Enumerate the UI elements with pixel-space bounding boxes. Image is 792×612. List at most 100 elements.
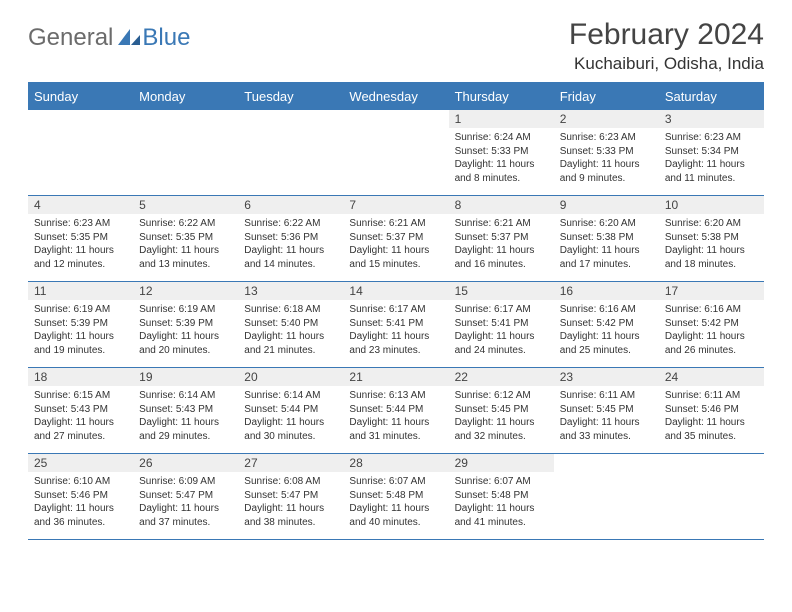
- day-number: 7: [343, 196, 448, 214]
- day-details: Sunrise: 6:21 AMSunset: 5:37 PMDaylight:…: [449, 214, 554, 275]
- dow-row: SundayMondayTuesdayWednesdayThursdayFrid…: [28, 83, 764, 110]
- day-details: Sunrise: 6:11 AMSunset: 5:45 PMDaylight:…: [554, 386, 659, 447]
- day-cell-12: 12Sunrise: 6:19 AMSunset: 5:39 PMDayligh…: [133, 282, 238, 368]
- month-title: February 2024: [569, 18, 764, 52]
- day-cell-11: 11Sunrise: 6:19 AMSunset: 5:39 PMDayligh…: [28, 282, 133, 368]
- day-number: 8: [449, 196, 554, 214]
- dow-sunday: Sunday: [28, 83, 133, 110]
- logo: General Blue: [28, 18, 190, 52]
- day-cell-25: 25Sunrise: 6:10 AMSunset: 5:46 PMDayligh…: [28, 454, 133, 540]
- day-cell-18: 18Sunrise: 6:15 AMSunset: 5:43 PMDayligh…: [28, 368, 133, 454]
- dow-monday: Monday: [133, 83, 238, 110]
- day-cell-5: 5Sunrise: 6:22 AMSunset: 5:35 PMDaylight…: [133, 196, 238, 282]
- day-details: Sunrise: 6:14 AMSunset: 5:43 PMDaylight:…: [133, 386, 238, 447]
- empty-cell: [133, 110, 238, 196]
- day-details: Sunrise: 6:07 AMSunset: 5:48 PMDaylight:…: [449, 472, 554, 533]
- day-number: 17: [659, 282, 764, 300]
- day-number: 14: [343, 282, 448, 300]
- calendar-row: 25Sunrise: 6:10 AMSunset: 5:46 PMDayligh…: [28, 454, 764, 540]
- day-details: Sunrise: 6:12 AMSunset: 5:45 PMDaylight:…: [449, 386, 554, 447]
- day-number: 23: [554, 368, 659, 386]
- dow-saturday: Saturday: [659, 83, 764, 110]
- day-number: 22: [449, 368, 554, 386]
- day-details: Sunrise: 6:20 AMSunset: 5:38 PMDaylight:…: [659, 214, 764, 275]
- day-details: Sunrise: 6:16 AMSunset: 5:42 PMDaylight:…: [659, 300, 764, 361]
- day-number: 18: [28, 368, 133, 386]
- day-cell-29: 29Sunrise: 6:07 AMSunset: 5:48 PMDayligh…: [449, 454, 554, 540]
- day-details: Sunrise: 6:23 AMSunset: 5:34 PMDaylight:…: [659, 128, 764, 189]
- day-number: 27: [238, 454, 343, 472]
- day-details: Sunrise: 6:19 AMSunset: 5:39 PMDaylight:…: [28, 300, 133, 361]
- day-cell-26: 26Sunrise: 6:09 AMSunset: 5:47 PMDayligh…: [133, 454, 238, 540]
- day-cell-21: 21Sunrise: 6:13 AMSunset: 5:44 PMDayligh…: [343, 368, 448, 454]
- day-details: Sunrise: 6:23 AMSunset: 5:33 PMDaylight:…: [554, 128, 659, 189]
- day-cell-1: 1Sunrise: 6:24 AMSunset: 5:33 PMDaylight…: [449, 110, 554, 196]
- day-number: 29: [449, 454, 554, 472]
- day-number: 26: [133, 454, 238, 472]
- day-cell-16: 16Sunrise: 6:16 AMSunset: 5:42 PMDayligh…: [554, 282, 659, 368]
- day-cell-8: 8Sunrise: 6:21 AMSunset: 5:37 PMDaylight…: [449, 196, 554, 282]
- day-number: 1: [449, 110, 554, 128]
- sail-icon: [118, 29, 140, 47]
- location: Kuchaiburi, Odisha, India: [569, 54, 764, 74]
- calendar-row: 1Sunrise: 6:24 AMSunset: 5:33 PMDaylight…: [28, 110, 764, 196]
- day-cell-14: 14Sunrise: 6:17 AMSunset: 5:41 PMDayligh…: [343, 282, 448, 368]
- day-details: Sunrise: 6:20 AMSunset: 5:38 PMDaylight:…: [554, 214, 659, 275]
- day-number: 10: [659, 196, 764, 214]
- day-cell-24: 24Sunrise: 6:11 AMSunset: 5:46 PMDayligh…: [659, 368, 764, 454]
- dow-wednesday: Wednesday: [343, 83, 448, 110]
- day-details: Sunrise: 6:09 AMSunset: 5:47 PMDaylight:…: [133, 472, 238, 533]
- calendar-table: SundayMondayTuesdayWednesdayThursdayFrid…: [28, 82, 764, 540]
- empty-cell: [238, 110, 343, 196]
- empty-cell: [28, 110, 133, 196]
- day-cell-27: 27Sunrise: 6:08 AMSunset: 5:47 PMDayligh…: [238, 454, 343, 540]
- day-number: 11: [28, 282, 133, 300]
- day-details: Sunrise: 6:22 AMSunset: 5:36 PMDaylight:…: [238, 214, 343, 275]
- day-number: 6: [238, 196, 343, 214]
- day-number: 13: [238, 282, 343, 300]
- day-cell-4: 4Sunrise: 6:23 AMSunset: 5:35 PMDaylight…: [28, 196, 133, 282]
- day-details: Sunrise: 6:18 AMSunset: 5:40 PMDaylight:…: [238, 300, 343, 361]
- day-details: Sunrise: 6:23 AMSunset: 5:35 PMDaylight:…: [28, 214, 133, 275]
- day-number: 2: [554, 110, 659, 128]
- day-cell-13: 13Sunrise: 6:18 AMSunset: 5:40 PMDayligh…: [238, 282, 343, 368]
- dow-tuesday: Tuesday: [238, 83, 343, 110]
- dow-friday: Friday: [554, 83, 659, 110]
- day-details: Sunrise: 6:21 AMSunset: 5:37 PMDaylight:…: [343, 214, 448, 275]
- day-details: Sunrise: 6:16 AMSunset: 5:42 PMDaylight:…: [554, 300, 659, 361]
- day-details: Sunrise: 6:08 AMSunset: 5:47 PMDaylight:…: [238, 472, 343, 533]
- day-number: 20: [238, 368, 343, 386]
- day-number: 28: [343, 454, 448, 472]
- day-number: 19: [133, 368, 238, 386]
- day-cell-20: 20Sunrise: 6:14 AMSunset: 5:44 PMDayligh…: [238, 368, 343, 454]
- day-details: Sunrise: 6:17 AMSunset: 5:41 PMDaylight:…: [449, 300, 554, 361]
- empty-cell: [343, 110, 448, 196]
- day-cell-6: 6Sunrise: 6:22 AMSunset: 5:36 PMDaylight…: [238, 196, 343, 282]
- logo-word1: General: [28, 24, 113, 52]
- day-cell-15: 15Sunrise: 6:17 AMSunset: 5:41 PMDayligh…: [449, 282, 554, 368]
- day-details: Sunrise: 6:22 AMSunset: 5:35 PMDaylight:…: [133, 214, 238, 275]
- calendar-body: 1Sunrise: 6:24 AMSunset: 5:33 PMDaylight…: [28, 110, 764, 540]
- day-cell-23: 23Sunrise: 6:11 AMSunset: 5:45 PMDayligh…: [554, 368, 659, 454]
- day-details: Sunrise: 6:07 AMSunset: 5:48 PMDaylight:…: [343, 472, 448, 533]
- title-block: February 2024 Kuchaiburi, Odisha, India: [569, 18, 764, 74]
- day-number: 21: [343, 368, 448, 386]
- day-cell-2: 2Sunrise: 6:23 AMSunset: 5:33 PMDaylight…: [554, 110, 659, 196]
- empty-cell: [659, 454, 764, 540]
- logo-word2: Blue: [142, 24, 190, 52]
- day-number: 3: [659, 110, 764, 128]
- day-cell-3: 3Sunrise: 6:23 AMSunset: 5:34 PMDaylight…: [659, 110, 764, 196]
- day-number: 5: [133, 196, 238, 214]
- day-details: Sunrise: 6:15 AMSunset: 5:43 PMDaylight:…: [28, 386, 133, 447]
- calendar-row: 11Sunrise: 6:19 AMSunset: 5:39 PMDayligh…: [28, 282, 764, 368]
- empty-cell: [554, 454, 659, 540]
- calendar-row: 4Sunrise: 6:23 AMSunset: 5:35 PMDaylight…: [28, 196, 764, 282]
- day-details: Sunrise: 6:14 AMSunset: 5:44 PMDaylight:…: [238, 386, 343, 447]
- day-details: Sunrise: 6:10 AMSunset: 5:46 PMDaylight:…: [28, 472, 133, 533]
- day-number: 12: [133, 282, 238, 300]
- day-cell-19: 19Sunrise: 6:14 AMSunset: 5:43 PMDayligh…: [133, 368, 238, 454]
- day-details: Sunrise: 6:19 AMSunset: 5:39 PMDaylight:…: [133, 300, 238, 361]
- day-number: 9: [554, 196, 659, 214]
- day-cell-10: 10Sunrise: 6:20 AMSunset: 5:38 PMDayligh…: [659, 196, 764, 282]
- dow-thursday: Thursday: [449, 83, 554, 110]
